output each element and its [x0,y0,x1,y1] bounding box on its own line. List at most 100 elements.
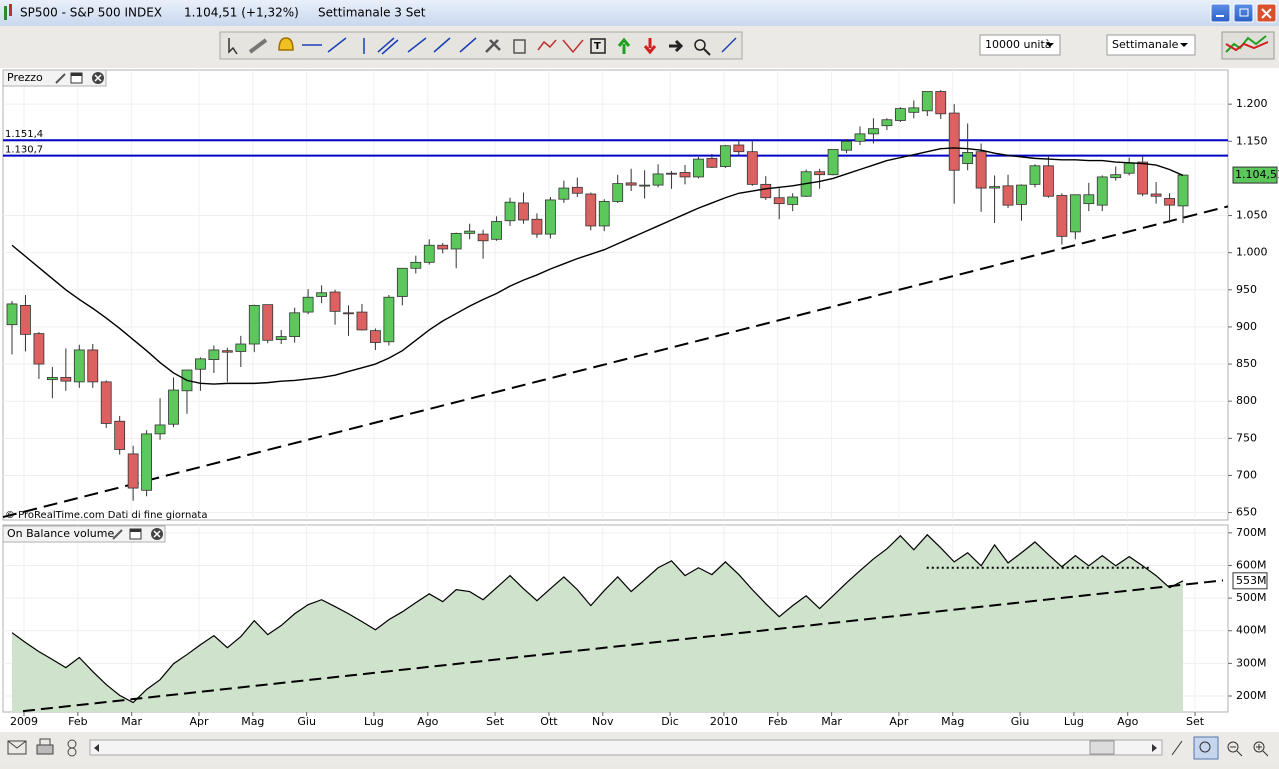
y-tick-label: 700M [1236,526,1267,539]
candle-body [733,144,745,153]
x-tick-label: Apr [189,715,209,728]
y-tick-label: 1.050 [1236,209,1268,222]
level-label: 1.151,4 [5,129,43,140]
y-tick-label: 700 [1236,468,1257,481]
candle-body [154,424,166,435]
y-tick-label: 500M [1236,591,1267,604]
y-tick-label: 1.200 [1236,97,1268,110]
candle-body [302,296,314,313]
candle-body [423,244,435,263]
status-icons[interactable] [7,738,77,757]
x-tick-label: Mar [821,715,842,728]
x-tick-label: Ago [417,715,439,728]
candle-body [248,304,260,345]
candle-body [221,350,233,353]
candle-body [612,183,624,202]
price-panel-header: Prezzo [2,69,107,87]
panel-title: On Balance volume [7,527,114,540]
window-buttons[interactable] [1210,3,1277,23]
x-tick-label: Lug [1064,715,1084,728]
last-price-box [1232,166,1278,184]
candle-body [921,91,933,112]
candle-body [477,233,489,242]
candle-body [114,420,126,450]
candle-body [1137,161,1149,195]
candle-body [329,291,341,312]
level-label: 1.130,7 [5,145,43,156]
y-tick-label: 750 [1236,431,1257,444]
candle-body [33,333,45,365]
candle-body [235,343,247,352]
trendline [22,579,1224,713]
units: 10000 unità [985,38,1052,51]
candle-body [356,311,368,331]
x-tick-label: Nov [592,715,614,728]
scrollbar[interactable] [89,739,1163,756]
timeframe-dropdown[interactable]: Settimanale [1106,34,1196,56]
x-tick-label: Lug [364,715,384,728]
candle-body [639,184,651,187]
candle-body [854,133,866,142]
y-tick-label: 950 [1236,283,1257,296]
candle-body [1002,185,1014,206]
candle-body [1029,165,1041,185]
candle-body [693,158,704,178]
candle-body [396,267,408,297]
candle-body [1150,193,1162,197]
units-dropdown[interactable]: 10000 unità [979,34,1061,56]
x-tick-label: Mar [121,715,142,728]
candle-body [814,171,825,176]
last-value-box [1232,572,1268,590]
candle-body [127,453,139,489]
candle-body [841,140,852,151]
y-tick-label: 1.000 [1236,246,1268,259]
indicator-button[interactable] [1221,31,1275,60]
trendline [2,205,1229,519]
candle-body [975,151,987,189]
price-panel [2,69,1229,521]
candle-body [773,197,785,205]
y-tick-label: 300M [1236,656,1267,669]
candle-body [208,349,220,361]
candle-body [598,201,610,227]
candle-body [989,186,1000,189]
zoom-icons[interactable] [1171,736,1269,760]
candle-body [1016,184,1027,205]
candle-body [545,199,556,235]
candle-body [585,193,597,227]
candle-body [1110,174,1122,179]
candle-body [719,145,731,167]
candle-body [746,151,758,185]
candle-body [46,377,58,381]
candle-body [504,201,516,222]
candle-body [195,358,206,370]
candle-body [571,186,583,194]
x-tick-label: Mag [941,715,964,728]
candle-body [962,152,974,164]
x-tick-label: Set [1186,715,1205,728]
x-tick-label: Feb [68,715,87,728]
app-icon [4,4,12,20]
period: Settimanale 3 Set [318,6,426,20]
x-tick-label: Giu [1011,715,1030,728]
last-value-label: 553M [1236,574,1267,587]
candle-body [666,172,677,175]
candle-body [73,349,85,383]
candle-body [343,312,354,315]
candle-body [464,230,476,234]
candle-body [275,336,287,340]
tool-icons[interactable]: T [228,37,737,56]
candle-body [60,377,72,382]
y-tick-label: 900 [1236,320,1257,333]
candle-body [6,303,18,326]
symbol: SP500 - S&P 500 INDEX [20,6,162,20]
candle-body [1123,162,1135,174]
svg-text:T: T [594,41,601,52]
candle-body [1069,194,1081,233]
tool-group [219,31,743,60]
x-tick-label: Dic [661,715,679,728]
area-line [11,533,1184,704]
x-tick-label: Set [486,715,505,728]
candle-body [141,433,153,491]
candle-body [20,304,31,335]
